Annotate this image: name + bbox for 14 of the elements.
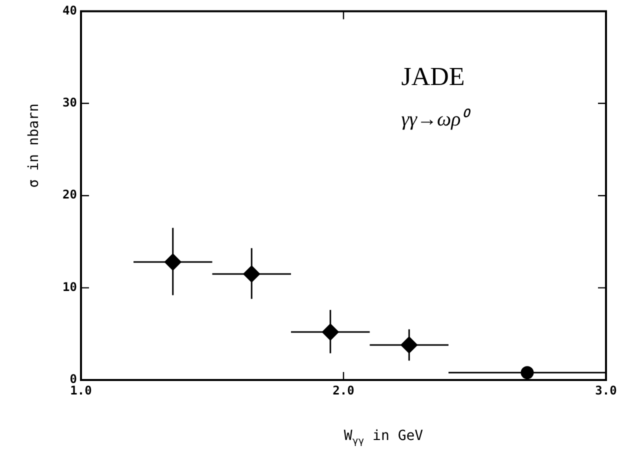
- y-axis-title: σ in nbarn: [26, 103, 42, 188]
- y-tick-label: 30: [62, 96, 77, 110]
- y-tick-label: 10: [62, 280, 77, 294]
- text: γγ→ωρ⁰: [401, 108, 472, 131]
- x-tick-label: 2.0: [332, 383, 354, 398]
- y-tick-label: 40: [62, 3, 77, 18]
- point: [520, 366, 534, 380]
- point: [243, 265, 260, 282]
- point: [400, 336, 418, 354]
- text: JADE: [401, 62, 465, 91]
- y-tick-label: 20: [62, 188, 77, 202]
- x-tick-label: 3.0: [595, 383, 617, 398]
- point: [164, 253, 182, 270]
- point: [322, 324, 339, 341]
